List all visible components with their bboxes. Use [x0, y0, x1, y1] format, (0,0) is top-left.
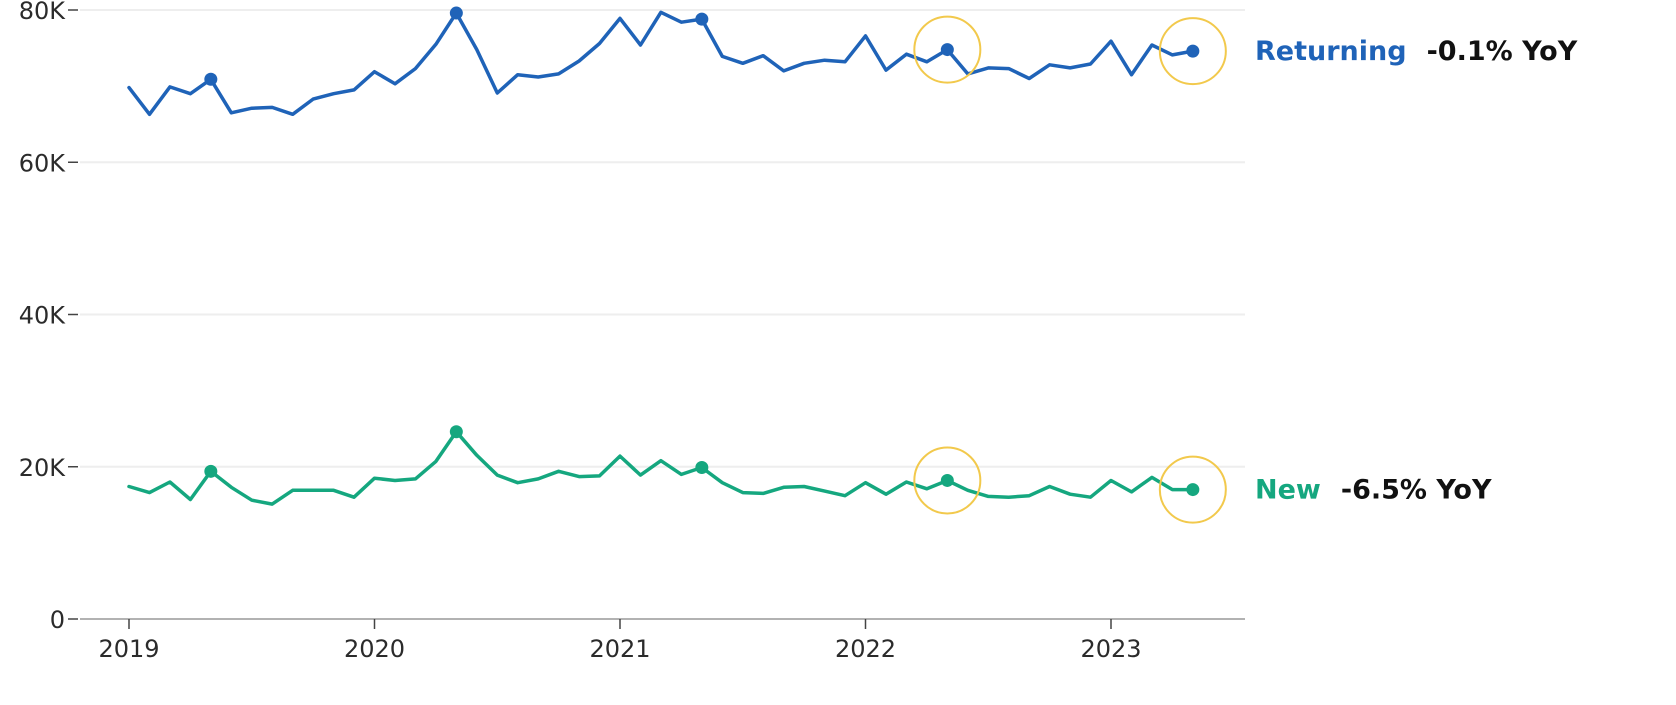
- y-tick-label: 60K: [19, 149, 67, 177]
- x-tick-label: 2022: [835, 635, 896, 663]
- gridlines: [80, 9, 1245, 468]
- y-tick-label: 20K: [19, 454, 67, 482]
- series-lines: [127, 10, 1195, 506]
- x-tick-label: 2021: [589, 635, 650, 663]
- new-series-line: [127, 429, 1195, 506]
- y-tick-label: 40K: [19, 302, 67, 330]
- highlight-circle: [913, 15, 982, 84]
- y-tick-label: 80K: [19, 0, 67, 25]
- x-tick-label: 2023: [1080, 635, 1141, 663]
- series-markers: [204, 6, 1200, 497]
- returning-data-point: [204, 72, 218, 86]
- new-data-point: [449, 425, 463, 439]
- new-yoy-label: -6.5% YoY: [1341, 475, 1492, 506]
- y-axis: 0 20K 40K 60K 80K: [19, 0, 78, 634]
- x-tick-label: 2019: [98, 635, 159, 663]
- returning-data-point: [1186, 44, 1200, 58]
- highlight-circle: [1158, 455, 1227, 524]
- highlight-circle: [913, 446, 982, 515]
- new-data-point: [204, 464, 218, 478]
- returning-yoy-label: -0.1% YoY: [1427, 36, 1578, 67]
- new-data-point: [1186, 483, 1200, 497]
- returning-series-line: [127, 10, 1195, 117]
- returning-series-label: Returning: [1255, 36, 1407, 67]
- highlight-circles: [913, 15, 1227, 524]
- series-labels: Returning -0.1% YoY New -6.5% YoY: [1255, 36, 1578, 505]
- x-tick-label: 2020: [344, 635, 405, 663]
- y-tick-label: 0: [50, 606, 65, 634]
- new-data-point: [695, 461, 709, 475]
- new-series-label: New: [1255, 475, 1321, 506]
- highlight-circle: [1158, 17, 1227, 86]
- returning-data-point: [695, 12, 709, 26]
- new-data-point: [940, 473, 954, 487]
- x-axis: 2019 2020 2021 2022 2023: [80, 618, 1245, 663]
- returning-data-point: [940, 43, 954, 57]
- returning-data-point: [449, 6, 463, 20]
